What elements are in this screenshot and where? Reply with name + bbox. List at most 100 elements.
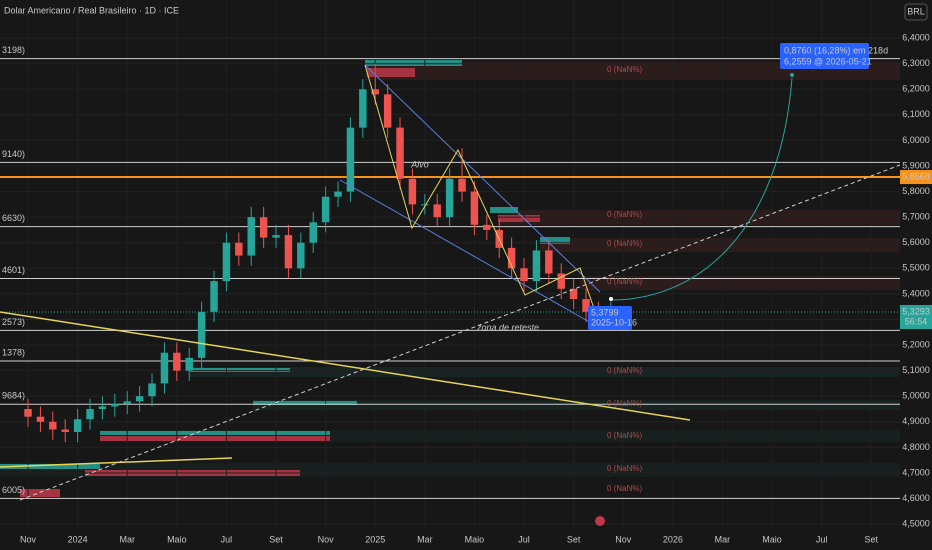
projection-change: 0,8760 (16,28%) em 218d xyxy=(784,45,888,55)
candle-body xyxy=(545,250,553,274)
zone-label: 0 (NaN%) xyxy=(607,366,642,375)
x-tick-label: Maio xyxy=(167,534,187,544)
x-tick-label: Nov xyxy=(20,534,37,544)
candle-body xyxy=(73,419,82,433)
zone xyxy=(540,238,900,252)
candle-body xyxy=(408,178,417,205)
y-tick-label: 4,7000 xyxy=(902,467,930,477)
x-tick-label: Nov xyxy=(615,534,632,544)
candle-body xyxy=(396,127,404,179)
y-tick-label: 6,0000 xyxy=(902,135,930,145)
trend-line xyxy=(19,164,901,501)
candle-body xyxy=(259,217,268,238)
zone xyxy=(0,464,100,469)
candle-body xyxy=(346,127,355,192)
candle-body xyxy=(470,191,479,225)
candle-body xyxy=(520,268,528,282)
candle-body xyxy=(334,191,342,197)
zone xyxy=(190,367,900,377)
y-tick-label: 6,4000 xyxy=(902,32,930,42)
candle-body xyxy=(86,409,94,420)
candle-body xyxy=(557,273,565,289)
zone-label: 0 (NaN%) xyxy=(607,399,642,408)
chart-title: Dolar Americano / Real Brasileiro · 1D ·… xyxy=(4,5,179,15)
zone xyxy=(100,431,330,435)
candle-body xyxy=(98,406,107,410)
candle-body xyxy=(123,401,131,404)
zone xyxy=(367,68,415,77)
zone-label: 0 (NaN%) xyxy=(607,65,642,74)
zone xyxy=(365,62,900,80)
x-tick-label: Set xyxy=(567,534,581,544)
y-tick-label: 5,5000 xyxy=(902,263,930,273)
axes: 6,4000 6,3000 6,2000 6,1000 6,0000 5,9000 5,80… xyxy=(20,32,932,544)
candle-body xyxy=(359,89,367,128)
candle-body xyxy=(111,403,119,407)
projection-target-label: 6,2559 @ 2026-05-21 xyxy=(784,56,872,66)
start-box xyxy=(588,306,632,331)
candle-body xyxy=(61,429,69,433)
level-label: 2573) xyxy=(2,317,25,327)
y-tick-label: 5,9000 xyxy=(902,160,930,170)
x-tick-label: Jul xyxy=(816,534,828,544)
candle-body xyxy=(383,94,392,128)
y-tick-label: 5,8000 xyxy=(902,186,930,196)
candle-body xyxy=(49,421,57,430)
x-tick-label: Mar xyxy=(417,534,433,544)
y-tick-label: 4,5000 xyxy=(902,518,930,528)
zone-label: 0 (NaN%) xyxy=(607,239,642,248)
candle-body xyxy=(235,242,243,256)
zone-label: 0 (NaN%) xyxy=(607,431,642,440)
zone-label: 0 (NaN%) xyxy=(607,464,642,473)
candle-body xyxy=(284,235,293,269)
candle-body xyxy=(582,299,590,312)
zone-label: 0 (NaN%) xyxy=(607,484,642,493)
alert-tag xyxy=(900,170,932,185)
y-tick-label: 5,2000 xyxy=(902,339,930,349)
candle-body xyxy=(135,396,144,402)
projection-target xyxy=(790,72,794,77)
x-tick-label: Set xyxy=(269,534,283,544)
x-tick-label: Mar xyxy=(119,534,135,544)
candle-body xyxy=(445,178,454,218)
zone xyxy=(190,368,290,372)
time-axis xyxy=(0,530,900,550)
level-label: 1378) xyxy=(2,347,25,357)
start-date: 2025-10-16 xyxy=(591,317,637,327)
candle-body xyxy=(160,352,169,384)
levels: 3198) 9140) 6630) 4601) 2573) 1378) 9684) 6005) xyxy=(0,45,900,499)
candle-body xyxy=(36,416,45,422)
zone xyxy=(253,401,357,405)
candle-body xyxy=(210,281,218,312)
x-tick-label: Jul xyxy=(518,534,530,544)
candle-body xyxy=(197,311,206,358)
x-tick-label: Nov xyxy=(318,534,335,544)
y-tick-label: 4,6000 xyxy=(902,493,930,503)
trend-line xyxy=(0,457,233,468)
zone xyxy=(490,207,518,213)
x-tick-label: 2025 xyxy=(365,534,385,544)
candle-body xyxy=(532,250,541,282)
projection-path xyxy=(610,77,793,301)
candle-body xyxy=(433,204,441,218)
y-tick-label: 4,8000 xyxy=(902,442,930,452)
y-tick-label: 5,7000 xyxy=(902,212,930,222)
grid xyxy=(0,37,900,525)
candle-body xyxy=(483,224,491,230)
zone xyxy=(498,215,540,222)
candle-body xyxy=(297,242,305,269)
x-tick-label: Mar xyxy=(715,534,731,544)
x-tick-label: Maio xyxy=(465,534,485,544)
candle-body xyxy=(569,288,578,300)
currency-box xyxy=(904,3,928,21)
currency: BRL xyxy=(907,6,925,16)
zone xyxy=(20,489,60,497)
y-tick-label: 4,9000 xyxy=(902,416,930,426)
y-tick-label: 5,4000 xyxy=(902,288,930,298)
level-label: 6630) xyxy=(2,213,25,223)
candle-body xyxy=(148,383,156,397)
candle-body xyxy=(458,178,466,192)
zone xyxy=(100,436,330,441)
